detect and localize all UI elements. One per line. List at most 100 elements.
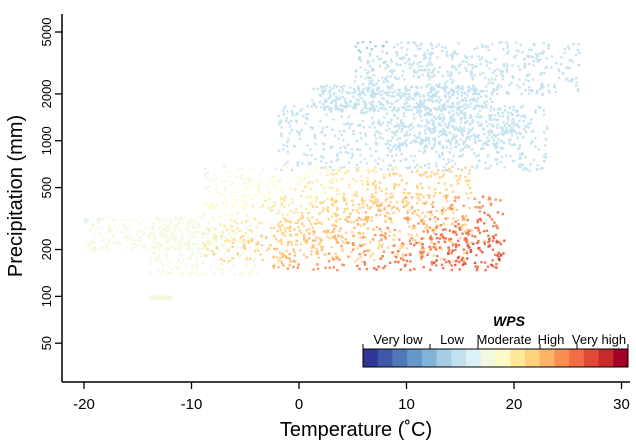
data-point	[342, 197, 345, 201]
data-point	[190, 264, 193, 267]
data-point	[444, 107, 447, 110]
data-point	[149, 271, 152, 274]
data-point	[372, 228, 375, 231]
data-point	[282, 264, 285, 267]
data-point	[191, 235, 194, 239]
data-point	[404, 217, 408, 220]
data-point	[330, 160, 333, 163]
data-point	[437, 168, 440, 172]
legend-class-label: High	[538, 332, 565, 347]
data-point	[329, 93, 332, 97]
data-point	[366, 61, 369, 65]
data-point	[224, 240, 227, 243]
data-point	[181, 272, 184, 275]
data-point	[474, 235, 477, 238]
data-point	[306, 105, 309, 108]
data-point	[340, 115, 343, 118]
data-point	[320, 222, 323, 225]
data-point	[447, 169, 450, 173]
data-point	[139, 230, 142, 233]
data-point	[396, 98, 399, 102]
data-point	[347, 255, 350, 258]
data-point	[393, 131, 396, 135]
data-point	[488, 133, 491, 136]
data-point	[263, 194, 267, 197]
data-point	[425, 64, 429, 68]
data-point	[369, 255, 372, 258]
data-point	[299, 204, 303, 208]
data-point	[338, 169, 341, 172]
data-point	[470, 229, 474, 232]
data-point	[477, 154, 481, 157]
data-point	[430, 203, 433, 206]
data-point	[502, 121, 505, 124]
data-point	[207, 248, 210, 251]
data-point	[412, 105, 415, 109]
data-point	[524, 155, 527, 159]
data-point	[272, 265, 275, 268]
data-point	[512, 105, 516, 109]
data-point	[450, 138, 454, 141]
data-point	[341, 249, 344, 252]
data-point	[307, 161, 311, 165]
data-point	[508, 124, 511, 127]
data-point	[199, 255, 203, 258]
data-point	[410, 207, 413, 210]
data-point	[456, 256, 460, 260]
data-point	[480, 56, 484, 59]
data-point	[329, 232, 332, 235]
data-point	[489, 202, 492, 205]
data-point	[293, 251, 296, 254]
data-point	[490, 203, 493, 207]
data-point	[286, 141, 289, 144]
data-point	[361, 251, 365, 255]
data-point	[231, 257, 234, 260]
data-point	[496, 87, 500, 90]
data-point	[281, 191, 284, 194]
data-point	[206, 171, 209, 174]
data-point	[454, 196, 457, 199]
data-point	[380, 57, 383, 61]
data-point	[427, 99, 430, 102]
data-point	[431, 263, 434, 266]
data-point	[344, 105, 347, 109]
data-point	[483, 133, 486, 136]
data-point	[93, 240, 96, 244]
data-point	[455, 174, 458, 178]
data-point	[219, 223, 222, 226]
data-point	[427, 113, 430, 116]
data-point	[211, 226, 214, 230]
data-point	[404, 158, 407, 162]
data-point	[446, 100, 449, 103]
data-point	[462, 217, 465, 220]
data-point	[463, 129, 466, 132]
data-point	[387, 216, 390, 220]
data-point	[428, 196, 431, 200]
data-point	[420, 42, 423, 45]
data-point	[486, 45, 489, 48]
data-point	[287, 204, 291, 207]
data-point	[505, 68, 509, 71]
data-point	[388, 234, 391, 238]
data-point	[323, 199, 326, 203]
data-point	[384, 67, 387, 70]
data-point	[380, 245, 383, 249]
data-point	[236, 211, 239, 215]
data-point	[467, 128, 470, 131]
data-point	[498, 115, 501, 118]
data-point	[320, 86, 323, 89]
data-point	[483, 101, 486, 104]
data-point	[412, 98, 416, 101]
data-point	[351, 154, 355, 157]
data-point	[402, 70, 405, 73]
data-point	[310, 253, 313, 256]
data-point	[351, 209, 355, 212]
data-point	[516, 84, 519, 87]
data-point	[385, 40, 388, 44]
data-point	[554, 61, 558, 65]
data-point	[167, 224, 170, 228]
data-point	[486, 213, 490, 216]
data-point	[461, 256, 464, 260]
data-point	[420, 142, 423, 145]
data-point	[387, 139, 390, 142]
